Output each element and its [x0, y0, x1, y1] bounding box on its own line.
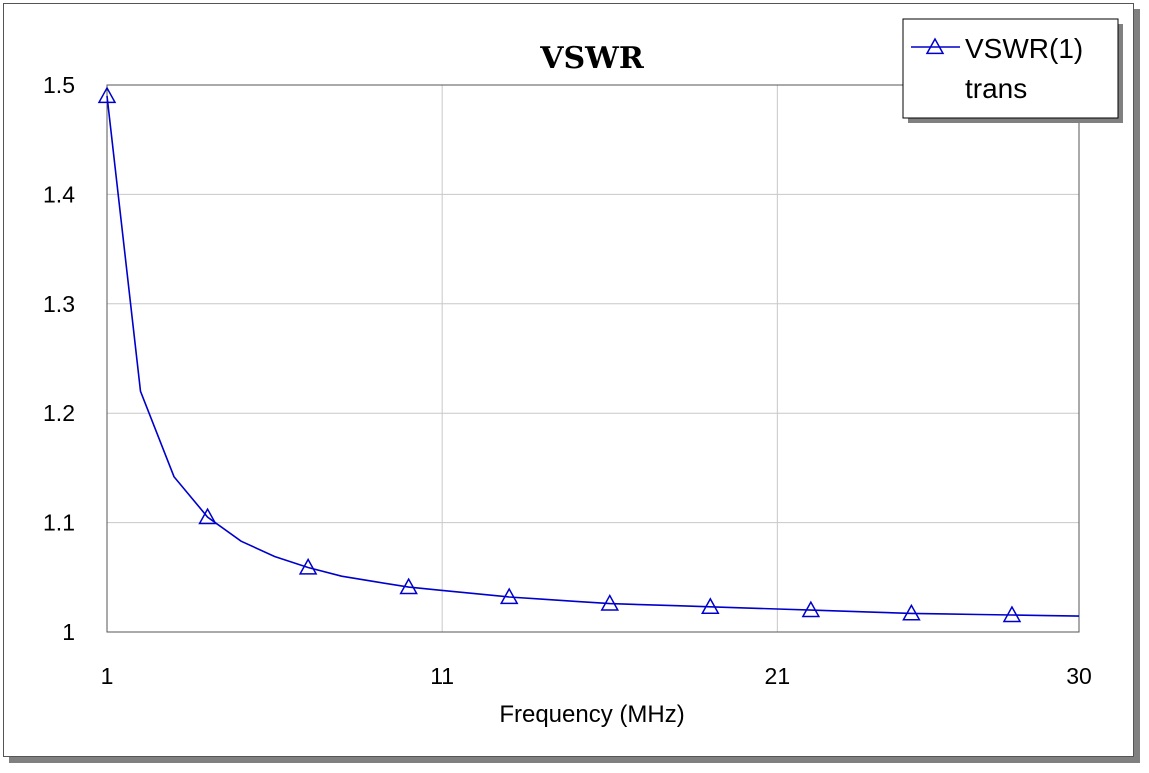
data-point-marker — [1002, 605, 1022, 623]
x-tick-label: 30 — [1066, 663, 1092, 689]
data-point-marker — [701, 597, 720, 614]
x-tick-label: 11 — [430, 663, 454, 689]
y-tick-label: 1.2 — [43, 400, 75, 426]
data-point-marker — [499, 587, 519, 605]
series-line — [106, 95, 1080, 617]
x-axis: 1 11 21 30 — [101, 663, 1092, 689]
plot-area — [106, 84, 1080, 633]
x-axis-label: Frequency (MHz) — [499, 701, 684, 728]
y-axis: 1 1.1 1.2 1.3 1.4 1.5 — [43, 72, 75, 645]
legend-series-sublabel: trans — [965, 73, 1027, 104]
data-point-marker — [198, 507, 217, 525]
y-tick-label: 1.4 — [43, 181, 75, 207]
x-tick-label: 21 — [765, 663, 791, 689]
data-point-marker — [801, 600, 821, 618]
chart-title: VSWR — [539, 41, 645, 76]
x-tick-label: 1 — [101, 663, 114, 689]
data-point-marker — [97, 86, 117, 104]
chart-frame — [3, 3, 1134, 757]
y-tick-label: 1.3 — [43, 291, 75, 317]
legend: VSWR(1) trans — [902, 18, 1123, 123]
legend-series-name: VSWR(1) — [965, 33, 1083, 64]
y-tick-label: 1.5 — [43, 72, 75, 98]
data-point-marker — [902, 603, 921, 621]
y-tick-label: 1.1 — [43, 510, 75, 536]
y-tick-label: 1 — [62, 619, 75, 645]
legend-box — [902, 18, 1119, 119]
data-point-marker — [298, 557, 318, 575]
series-layer — [97, 86, 1080, 623]
data-point-marker — [600, 594, 620, 611]
legend-triangle-icon — [925, 37, 945, 55]
data-point-marker — [399, 577, 418, 595]
grid — [107, 85, 1079, 632]
